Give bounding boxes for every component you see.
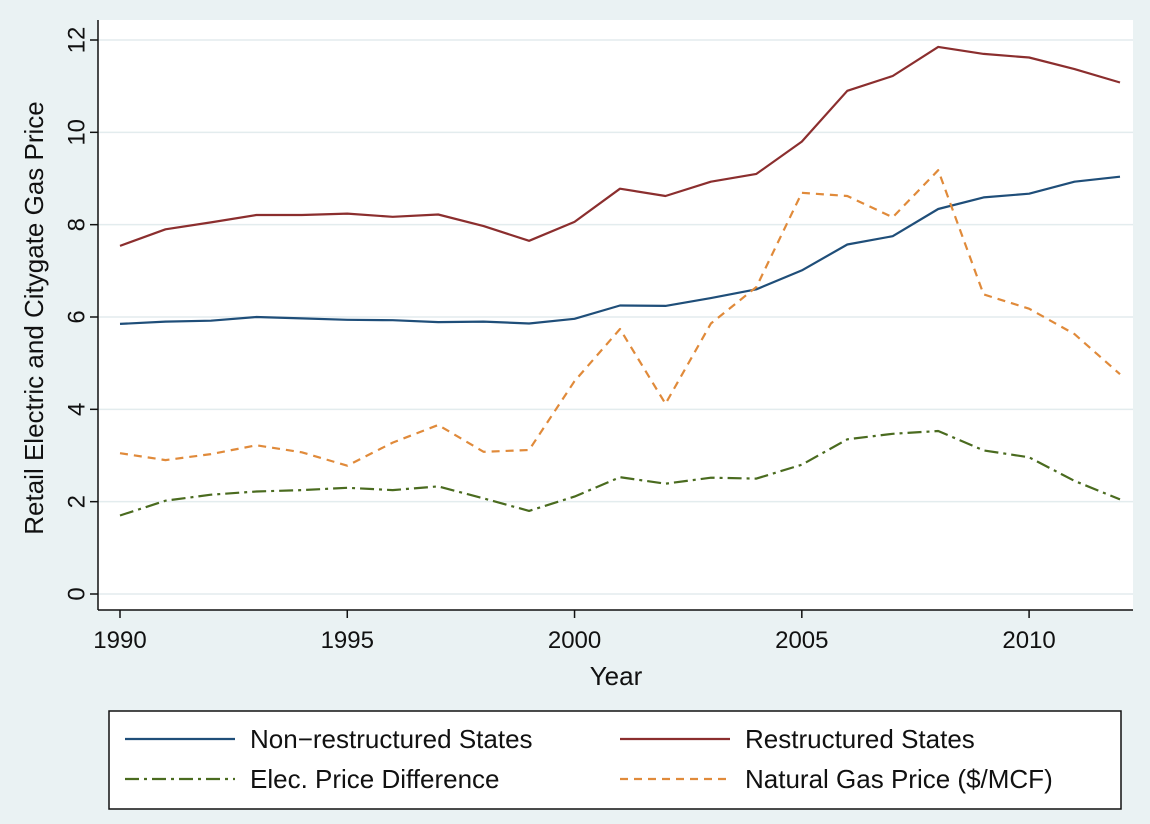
x-axis-title: Year — [590, 661, 643, 691]
y-tick-label: 4 — [63, 403, 90, 416]
x-tick-label: 2005 — [775, 627, 828, 654]
y-tick-label: 8 — [63, 218, 90, 231]
series-line-1 — [119, 175, 1121, 325]
x-tick-label: 1990 — [93, 627, 146, 654]
series-line-2 — [119, 45, 1121, 247]
y-tick-label: 10 — [63, 119, 90, 146]
legend-box — [108, 710, 1122, 810]
x-tick-label: 1995 — [321, 627, 374, 654]
series-line-3 — [119, 429, 1121, 517]
y-tick-label: 0 — [63, 587, 90, 600]
legend-label-3: Elec. Price Difference — [250, 764, 500, 794]
series-lines — [119, 45, 1121, 517]
legend-label-4: Natural Gas Price ($/MCF) — [745, 764, 1053, 794]
tick-labels: 0 2 4 6 8 10 12 1990 1995 2000 2005 2010 — [63, 27, 1055, 654]
y-axis-title: Retail Electric and Citygate Gas Price — [19, 101, 49, 535]
legend-label-1: Non−restructured States — [250, 724, 533, 754]
y-tick-label: 12 — [63, 27, 90, 54]
plot-area — [98, 20, 1133, 610]
y-tick-label: 2 — [63, 495, 90, 508]
axes — [97, 20, 1133, 611]
x-tick-label: 2000 — [548, 627, 601, 654]
legend: Non−restructured States Restructured Stat… — [125, 724, 1053, 794]
y-tick-label: 6 — [63, 310, 90, 323]
legend-label-2: Restructured States — [745, 724, 975, 754]
x-tick-label: 2010 — [1002, 627, 1055, 654]
series-line-4 — [119, 169, 1121, 467]
